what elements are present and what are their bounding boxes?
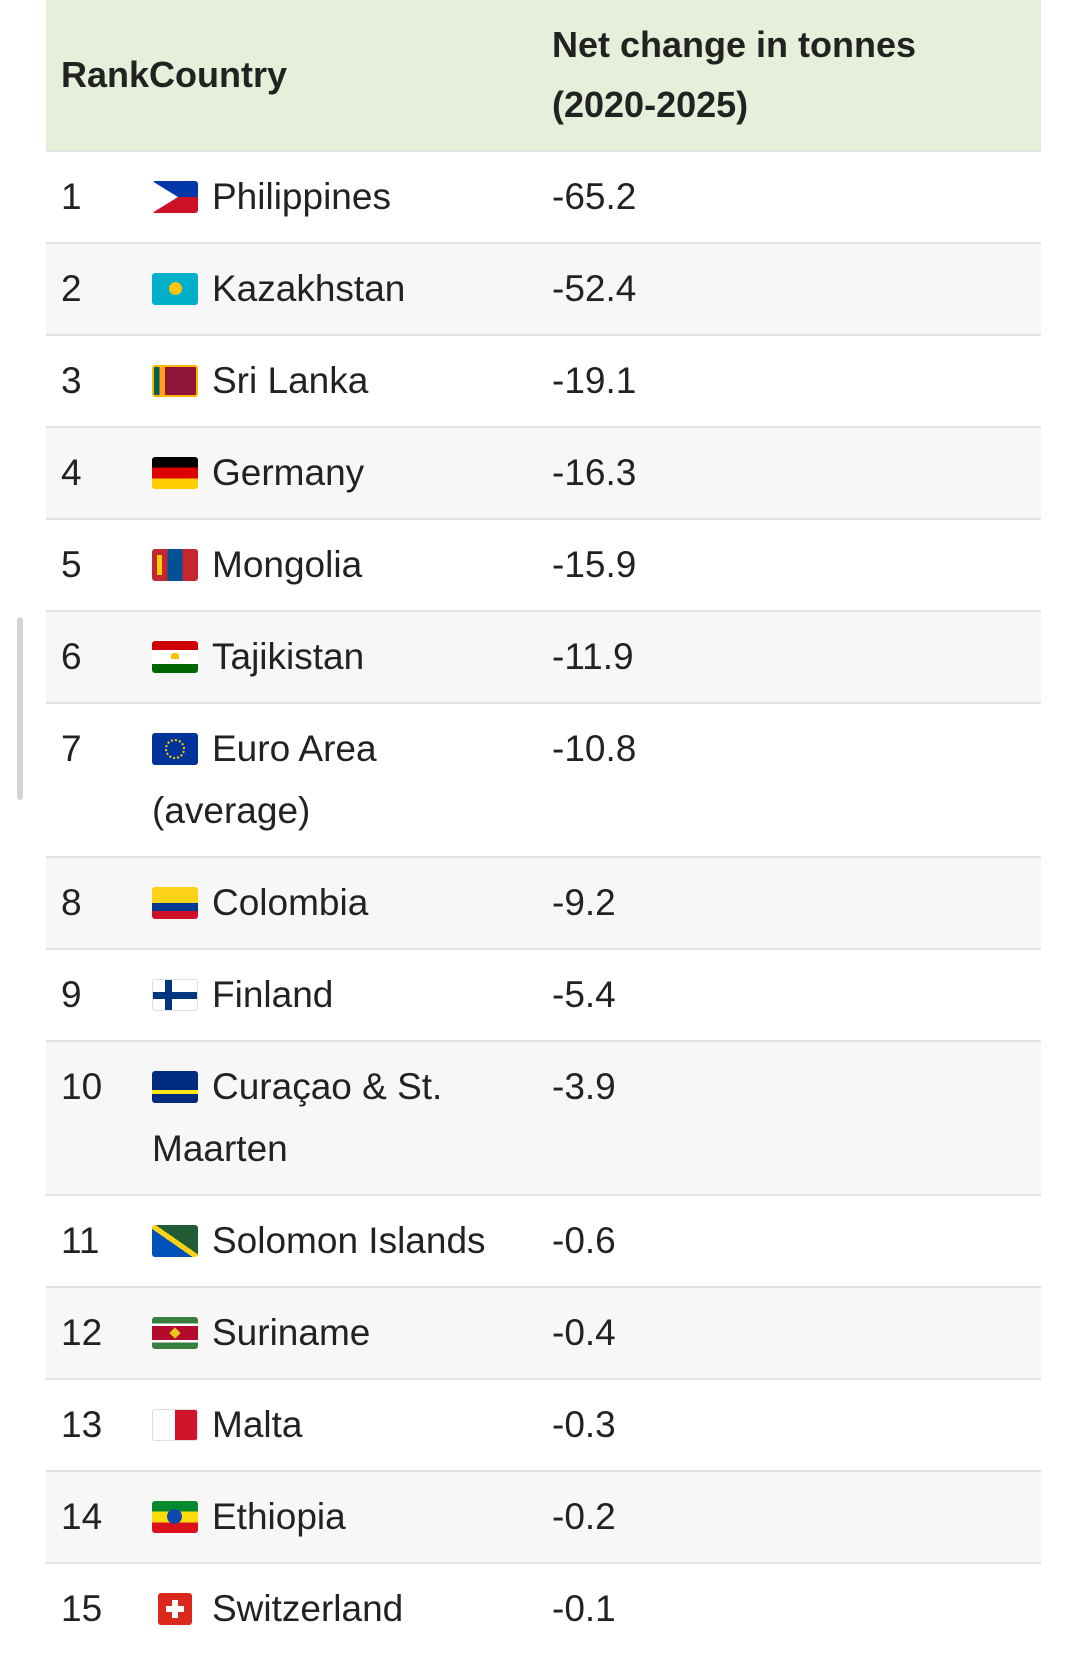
table-row: 11 Solomon Islands -0.6 [46,1195,1041,1287]
country-name: Colombia [212,882,369,923]
country-name: Suriname [212,1312,371,1353]
country-name: Switzerland [212,1588,404,1629]
rank-cell: 6 [61,636,82,677]
ranking-table: RankCountry Net change in tonnes (2020-20… [46,0,1041,1654]
country-name: Kazakhstan [212,268,406,309]
rank-cell: 3 [61,360,82,401]
country-name: Mongolia [212,544,363,585]
country-name: Solomon Islands [212,1220,486,1261]
table-row: 2 Kazakhstan -52.4 [46,243,1041,335]
country-name: Malta [212,1404,303,1445]
country-name: Euro Area (average) [152,728,377,831]
ethiopia-flag-icon [152,1501,198,1533]
country-name: Philippines [212,176,391,217]
country-cell: Curaçao & St. Maarten [137,1041,537,1195]
country-cell: Malta [137,1379,537,1471]
table-row: 8 Colombia -9.2 [46,857,1041,949]
country-cell: Euro Area (average) [137,703,537,857]
colombia-flag-icon [152,887,198,919]
country-name: Sri Lanka [212,360,369,401]
table-row: 12 Suriname -0.4 [46,1287,1041,1379]
country-cell: Colombia [137,857,537,949]
country-name: Curaçao & St. Maarten [152,1066,443,1169]
curacao-flag-icon [152,1071,198,1103]
suriname-flag-icon [152,1317,198,1349]
table-row: 1 Philippines -65.2 [46,151,1041,243]
table-row: 7 Euro Area (average) -10.8 [46,703,1041,857]
country-cell: Kazakhstan [137,243,537,335]
country-cell: Sri Lanka [137,335,537,427]
rank-cell: 2 [61,268,82,309]
country-name: Finland [212,974,334,1015]
mongolia-flag-icon [152,549,198,581]
rank-cell: 15 [61,1588,103,1629]
table-row: 10 Curaçao & St. Maarten -3.9 [46,1041,1041,1195]
country-cell: Philippines [137,151,537,243]
change-cell: -0.4 [552,1312,616,1353]
table-row: 14 Ethiopia -0.2 [46,1471,1041,1563]
table-row: 6 Tajikistan -11.9 [46,611,1041,703]
germany-flag-icon [152,457,198,489]
change-cell: -0.3 [552,1404,616,1445]
switzerland-flag-icon [158,1593,192,1625]
country-cell: Switzerland [137,1563,537,1654]
table-header-row: RankCountry Net change in tonnes (2020-20… [46,0,1041,151]
header-rank-country[interactable]: RankCountry [61,54,288,95]
malta-flag-icon [152,1409,198,1441]
scroll-indicator[interactable] [17,617,23,800]
change-cell: -19.1 [552,360,637,401]
change-cell: -5.4 [552,974,616,1015]
change-cell: -0.6 [552,1220,616,1261]
country-cell: Germany [137,427,537,519]
table-row: 9 Finland -5.4 [46,949,1041,1041]
table-row: 13 Malta -0.3 [46,1379,1041,1471]
country-cell: Ethiopia [137,1471,537,1563]
table-row: 15 Switzerland -0.1 [46,1563,1041,1654]
change-cell: -15.9 [552,544,637,585]
rank-cell: 10 [61,1066,103,1107]
change-cell: -0.2 [552,1496,616,1537]
finland-flag-icon [152,979,198,1011]
change-cell: -52.4 [552,268,637,309]
change-cell: -3.9 [552,1066,616,1107]
rank-cell: 8 [61,882,82,923]
rank-cell: 13 [61,1404,103,1445]
table-row: 5 Mongolia -15.9 [46,519,1041,611]
european-union-flag-icon [152,733,198,765]
rank-cell: 14 [61,1496,103,1537]
tajikistan-flag-icon [152,641,198,673]
change-cell: -10.8 [552,728,637,769]
philippines-flag-icon [152,181,198,213]
country-cell: Finland [137,949,537,1041]
table-row: 4 Germany -16.3 [46,427,1041,519]
country-cell: Mongolia [137,519,537,611]
rank-cell: 7 [61,728,82,769]
change-cell: -0.1 [552,1588,616,1629]
change-cell: -16.3 [552,452,637,493]
header-net-change-line1: Net change in tonnes [552,24,917,65]
country-cell: Solomon Islands [137,1195,537,1287]
header-net-change[interactable]: Net change in tonnes (2020-2025) [537,0,1041,151]
rank-cell: 1 [61,176,82,217]
change-cell: -11.9 [552,636,634,677]
sri-lanka-flag-icon [152,365,198,397]
change-cell: -65.2 [552,176,637,217]
country-name: Tajikistan [212,636,365,677]
rank-cell: 12 [61,1312,103,1353]
country-cell: Tajikistan [137,611,537,703]
rank-cell: 11 [61,1220,100,1261]
rank-cell: 4 [61,452,82,493]
country-name: Ethiopia [212,1496,346,1537]
rank-cell: 5 [61,544,82,585]
country-cell: Suriname [137,1287,537,1379]
change-cell: -9.2 [552,882,616,923]
solomon-islands-flag-icon [152,1225,198,1257]
header-net-change-line2: (2020-2025) [552,84,749,125]
rank-cell: 9 [61,974,82,1015]
kazakhstan-flag-icon [152,273,198,305]
table-row: 3 Sri Lanka -19.1 [46,335,1041,427]
country-name: Germany [212,452,365,493]
